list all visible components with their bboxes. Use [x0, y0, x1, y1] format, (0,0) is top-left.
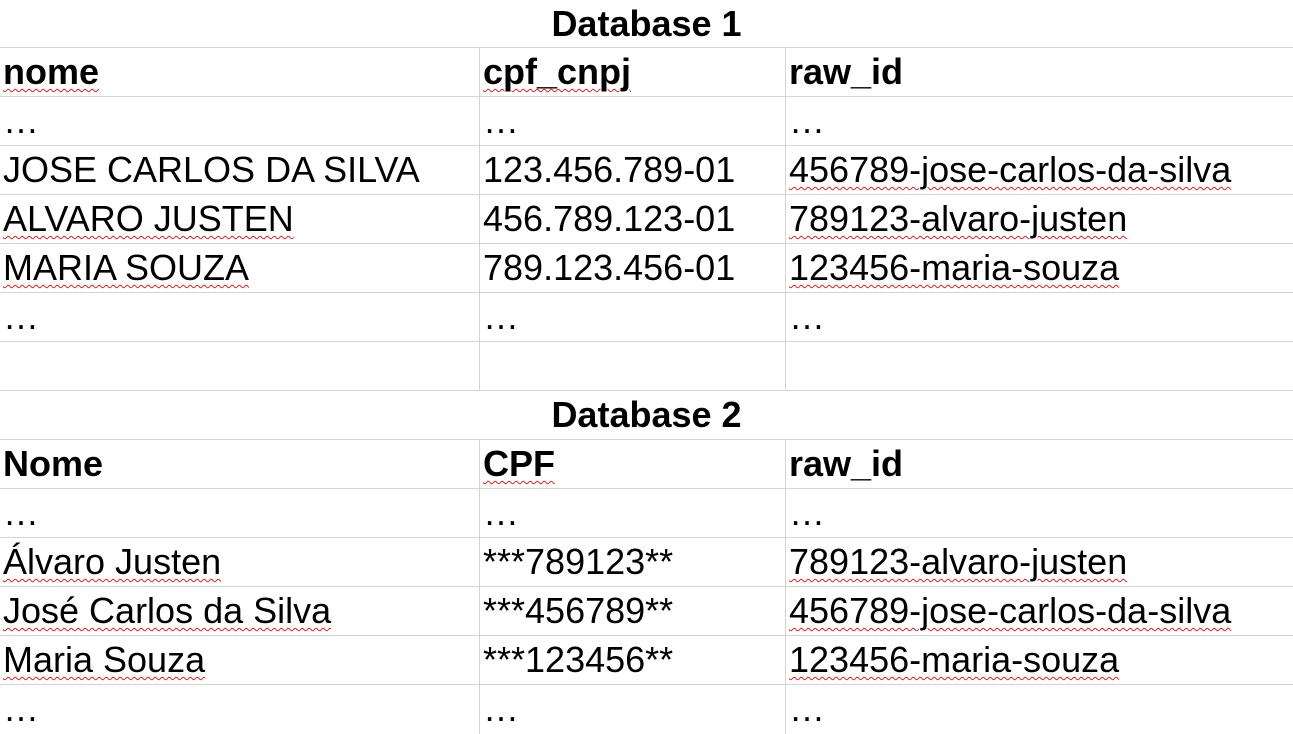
db1-cell-2-2[interactable]: 789123-alvaro-justen [786, 195, 1293, 243]
db1-cell-3-1[interactable]: 789.123.456-01 [480, 244, 786, 292]
db2-cell-3-2[interactable]: 123456-maria-souza [786, 636, 1293, 684]
db1-cell-2-1[interactable]: 456.789.123-01 [480, 195, 786, 243]
db2-header-nome-text: Nome [3, 443, 104, 484]
db2-header-cpf-text: CPF [483, 443, 555, 484]
db2-header-nome[interactable]: Nome [0, 440, 480, 488]
db2-cell-2-2-text: 456789-jose-carlos-da-silva [789, 590, 1232, 631]
db2-title-row[interactable]: Database 2 [0, 391, 1293, 440]
db1-cell-4-0[interactable]: … [0, 293, 480, 341]
db1-cell-5-1[interactable] [480, 342, 786, 390]
db2-header-cpf[interactable]: CPF [480, 440, 786, 488]
db1-cell-2-0[interactable]: ALVARO JUSTEN [0, 195, 480, 243]
db1-header-raw-id[interactable]: raw_id [786, 48, 1293, 96]
db1-cell-3-2[interactable]: 123456-maria-souza [786, 244, 1293, 292]
db2-cell-4-0[interactable]: … [0, 685, 480, 734]
db1-cell-2-0-text: ALVARO JUSTEN [3, 198, 294, 239]
db2-cell-0-1[interactable]: … [480, 489, 786, 537]
db2-cell-1-2[interactable]: 789123-alvaro-justen [786, 538, 1293, 586]
db2-cell-3-2-text: 123456-maria-souza [789, 639, 1120, 680]
db2-cell-4-1[interactable]: … [480, 685, 786, 734]
db2-row-3[interactable]: Maria Souza ***123456** 123456-maria-sou… [0, 636, 1293, 685]
db2-cell-1-0[interactable]: Álvaro Justen [0, 538, 480, 586]
db1-header-cpf-cnpj-text: cpf_cnpj [483, 51, 632, 92]
db2-cell-2-0-text: José Carlos da Silva [3, 590, 332, 631]
db1-cell-3-0-text: MARIA SOUZA [3, 247, 250, 288]
db2-header-raw-id[interactable]: raw_id [786, 440, 1293, 488]
db2-cell-3-1[interactable]: ***123456** [480, 636, 786, 684]
db1-header-nome-text: nome [3, 51, 100, 92]
db2-cell-1-2-text: 789123-alvaro-justen [789, 541, 1128, 582]
db1-row-4[interactable]: … … … [0, 293, 1293, 342]
db2-header-row[interactable]: Nome CPF raw_id [0, 440, 1293, 489]
db2-row-1[interactable]: Álvaro Justen ***789123** 789123-alvaro-… [0, 538, 1293, 587]
db1-cell-4-1[interactable]: … [480, 293, 786, 341]
db1-cell-2-2-text: 789123-alvaro-justen [789, 198, 1128, 239]
db1-cell-4-2[interactable]: … [789, 296, 825, 337]
db2-row-0[interactable]: … … … [0, 489, 1293, 538]
db2-title: Database 2 [551, 394, 742, 435]
db2-cell-2-2[interactable]: 456789-jose-carlos-da-silva [786, 587, 1293, 635]
db1-header-raw-id-text: raw_id [789, 51, 904, 92]
db2-header-raw-id-text: raw_id [789, 443, 904, 484]
db1-cell-5-0[interactable] [0, 342, 480, 390]
db1-row-5[interactable] [0, 342, 1293, 391]
db1-cell-3-2-text: 123456-maria-souza [789, 247, 1120, 288]
db2-cell-0-2[interactable]: … [789, 492, 825, 533]
db2-cell-1-1[interactable]: ***789123** [480, 538, 786, 586]
db1-cell-5-2[interactable] [786, 342, 1293, 390]
db2-cell-1-0-text: Álvaro Justen [3, 541, 222, 582]
db1-cell-1-2[interactable]: 456789-jose-carlos-da-silva [786, 146, 1293, 194]
db1-cell-1-1[interactable]: 123.456.789-01 [480, 146, 786, 194]
db1-cell-0-0[interactable]: … [0, 97, 480, 145]
db2-cell-2-1[interactable]: ***456789** [480, 587, 786, 635]
db1-cell-0-1[interactable]: … [480, 97, 786, 145]
db1-cell-1-0[interactable]: JOSE CARLOS DA SILVA [0, 146, 480, 194]
db1-header-row[interactable]: nome cpf_cnpj raw_id [0, 48, 1293, 97]
db2-cell-2-0[interactable]: José Carlos da Silva [0, 587, 480, 635]
db1-cell-0-2[interactable]: … [789, 100, 825, 141]
db1-cell-3-0[interactable]: MARIA SOUZA [0, 244, 480, 292]
db2-cell-0-0[interactable]: … [0, 489, 480, 537]
db2-row-4[interactable]: … … … [0, 685, 1293, 734]
db1-header-cpf-cnpj[interactable]: cpf_cnpj [480, 48, 786, 96]
db2-cell-3-0[interactable]: Maria Souza [0, 636, 480, 684]
db1-row-2[interactable]: ALVARO JUSTEN 456.789.123-01 789123-alva… [0, 195, 1293, 244]
db1-header-nome[interactable]: nome [0, 48, 480, 96]
db1-row-1[interactable]: JOSE CARLOS DA SILVA 123.456.789-01 4567… [0, 146, 1293, 195]
db1-title-row[interactable]: Database 1 [0, 0, 1293, 48]
db1-row-3[interactable]: MARIA SOUZA 789.123.456-01 123456-maria-… [0, 244, 1293, 293]
db2-cell-3-0-text: Maria Souza [3, 639, 206, 680]
db2-cell-4-2[interactable]: … [789, 688, 825, 729]
db1-cell-1-2-text: 456789-jose-carlos-da-silva [789, 149, 1232, 190]
db1-title: Database 1 [551, 3, 742, 44]
db1-row-0[interactable]: … … … [0, 97, 1293, 146]
db2-row-2[interactable]: José Carlos da Silva ***456789** 456789-… [0, 587, 1293, 636]
